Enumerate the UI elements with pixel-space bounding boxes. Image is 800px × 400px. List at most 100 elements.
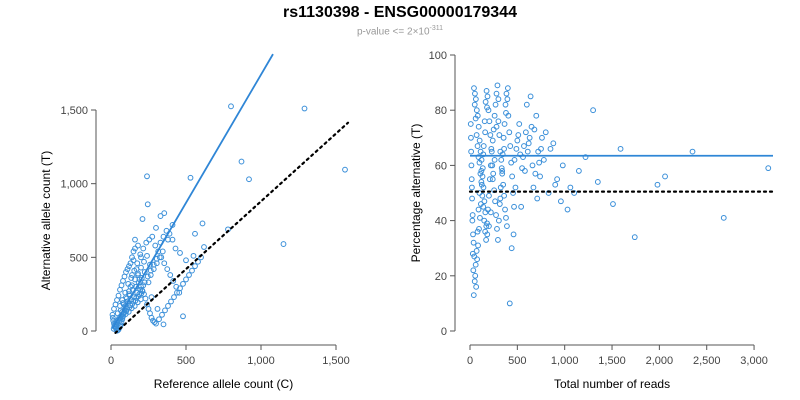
left-data-point [139, 287, 146, 294]
right-data-point [469, 217, 476, 224]
right-data-point [489, 137, 496, 144]
right-data-point [498, 156, 505, 163]
left-data-point [143, 239, 150, 246]
right-data-point [480, 143, 487, 149]
right-data-point [531, 126, 538, 133]
left-data-point [171, 294, 177, 301]
left-data-point [161, 210, 168, 217]
right-data-point [511, 156, 518, 163]
right-data-point [536, 159, 543, 166]
right-data-point [473, 132, 480, 138]
right-data-point [477, 214, 483, 221]
right-data-point [519, 165, 525, 172]
left-data-point [109, 311, 116, 318]
right-data-point [504, 223, 510, 230]
right-data-point [485, 107, 492, 114]
left-data-point [145, 279, 152, 286]
right-data-point [491, 156, 498, 163]
right-data-point [483, 223, 490, 230]
right-panel: 0 500 1,000 1,500 2,000 2,500 3,000 0 20 40 60 80 10… [409, 50, 775, 391]
right-data-point [496, 201, 503, 207]
left-data-point [201, 244, 207, 250]
right-data-point [504, 96, 511, 103]
left-data-point [167, 272, 174, 278]
right-data-point [493, 212, 499, 218]
left-data-point [157, 213, 164, 219]
left-data-point [152, 242, 159, 249]
right-data-point [489, 176, 496, 183]
chart-title: rs1130398 - ENSG00000179344 [283, 4, 517, 21]
right-data-point [559, 162, 566, 169]
left-data-point [159, 311, 165, 318]
left-data-point [342, 166, 348, 173]
left-data-point [135, 242, 141, 249]
left-data-point [173, 283, 180, 290]
left-data-point [186, 272, 192, 278]
right-data-point [473, 283, 480, 290]
left-data-point [183, 276, 189, 283]
right-data-point [478, 156, 485, 163]
left-data-point [144, 273, 151, 280]
left-data-point [187, 174, 194, 181]
right-data-point [497, 148, 504, 155]
left-y-tick-label: 0 [82, 326, 88, 338]
right-data-point [488, 148, 495, 155]
right-data-point [467, 121, 474, 127]
right-data-point [474, 228, 481, 235]
right-x-tick-label: 500 [508, 355, 526, 367]
left-data-point [138, 275, 145, 281]
right-data-point [498, 165, 505, 172]
left-data-point [148, 314, 155, 321]
right-data-point [590, 107, 596, 114]
right-data-point [502, 101, 509, 108]
right-data-point [473, 248, 480, 254]
right-data-point [564, 206, 571, 213]
right-data-point [510, 231, 517, 238]
left-data-point [192, 230, 198, 237]
left-data-point [123, 269, 129, 275]
right-data-point [475, 206, 482, 213]
right-data-point [471, 278, 478, 285]
right-data-point [486, 192, 492, 199]
right-data-point [503, 90, 510, 97]
left-data-point [156, 254, 163, 261]
left-data-point [280, 241, 287, 247]
right-data-point [540, 156, 547, 163]
right-data-point [542, 129, 549, 136]
right-data-point [509, 173, 516, 180]
left-y-tick-label: 500 [70, 252, 88, 264]
left-data-point [135, 270, 141, 277]
right-data-point [493, 90, 500, 97]
left-data-point [228, 103, 234, 110]
right-data-point [468, 176, 475, 183]
right-data-point [575, 168, 582, 174]
right-data-point [471, 85, 477, 92]
right-data-point [497, 195, 504, 202]
left-data-point [134, 299, 141, 306]
right-data-point [507, 143, 514, 149]
left-data-point [153, 320, 159, 327]
right-data-point [482, 99, 489, 105]
right-data-point [530, 184, 537, 191]
left-y-tick-label: 1,500 [60, 105, 88, 117]
left-data-point [165, 303, 171, 309]
left-data-point [180, 313, 186, 320]
right-x-tick-label: 1,000 [551, 355, 579, 367]
right-data-point [478, 168, 485, 174]
left-data-point [170, 278, 177, 284]
left-data-point [177, 250, 183, 256]
left-data-point [139, 216, 146, 222]
left-data-point [144, 252, 150, 259]
left-data-point [238, 158, 245, 165]
left-data-point [147, 261, 153, 268]
right-data-point [496, 132, 503, 138]
right-data-point [526, 134, 533, 141]
left-data-point [127, 260, 134, 267]
left-data-point [123, 308, 130, 315]
right-data-point [480, 203, 487, 210]
left-data-point [140, 245, 147, 252]
right-data-point [529, 162, 536, 169]
right-data-point [468, 134, 474, 141]
right-data-point [476, 137, 483, 144]
pvalue-exponent: -311 [429, 25, 444, 32]
